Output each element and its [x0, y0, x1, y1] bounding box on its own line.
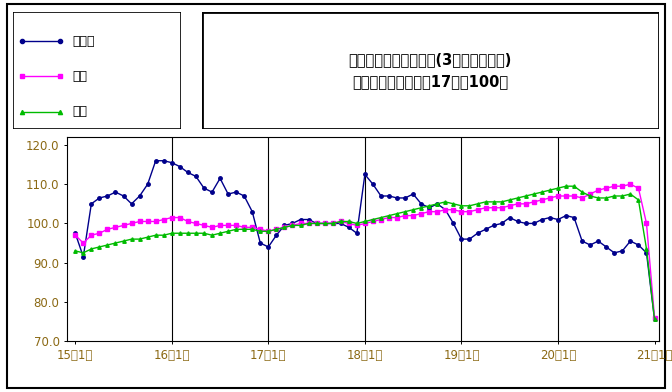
全国 [264, 229, 272, 234]
中国 [361, 221, 369, 226]
全国 [361, 219, 369, 224]
Line: 鳥取県: 鳥取県 [73, 159, 657, 321]
中国 [650, 315, 659, 320]
Text: 中国: 中国 [72, 70, 87, 83]
中国 [626, 182, 634, 187]
鳥取県 [152, 158, 160, 163]
鳥取県 [369, 182, 377, 187]
Text: 鳥取県: 鳥取県 [72, 34, 95, 48]
全国 [554, 186, 562, 191]
鳥取県 [602, 245, 610, 249]
FancyBboxPatch shape [202, 12, 659, 129]
Line: 中国: 中国 [73, 183, 657, 319]
鳥取県 [208, 190, 216, 194]
Text: 鉱工業生産指数の推移(3ヶ月移動平均)
（季節調整済、平成17年＝100）: 鉱工業生産指数の推移(3ヶ月移動平均) （季節調整済、平成17年＝100） [348, 52, 512, 89]
鳥取県 [272, 233, 280, 238]
全国 [562, 184, 570, 189]
鳥取県 [71, 231, 79, 236]
中国 [71, 233, 79, 238]
中国 [200, 223, 208, 228]
全国 [71, 249, 79, 253]
全国 [650, 317, 659, 322]
中国 [264, 229, 272, 234]
Text: 全国: 全国 [72, 105, 87, 118]
全国 [602, 196, 610, 200]
全国 [578, 190, 586, 194]
中国 [594, 188, 602, 192]
中国 [570, 194, 578, 198]
鳥取県 [562, 213, 570, 218]
中国 [554, 194, 562, 198]
全国 [200, 231, 208, 236]
Line: 全国: 全国 [73, 185, 657, 321]
FancyBboxPatch shape [13, 12, 181, 129]
鳥取県 [578, 239, 586, 243]
鳥取県 [650, 317, 659, 322]
